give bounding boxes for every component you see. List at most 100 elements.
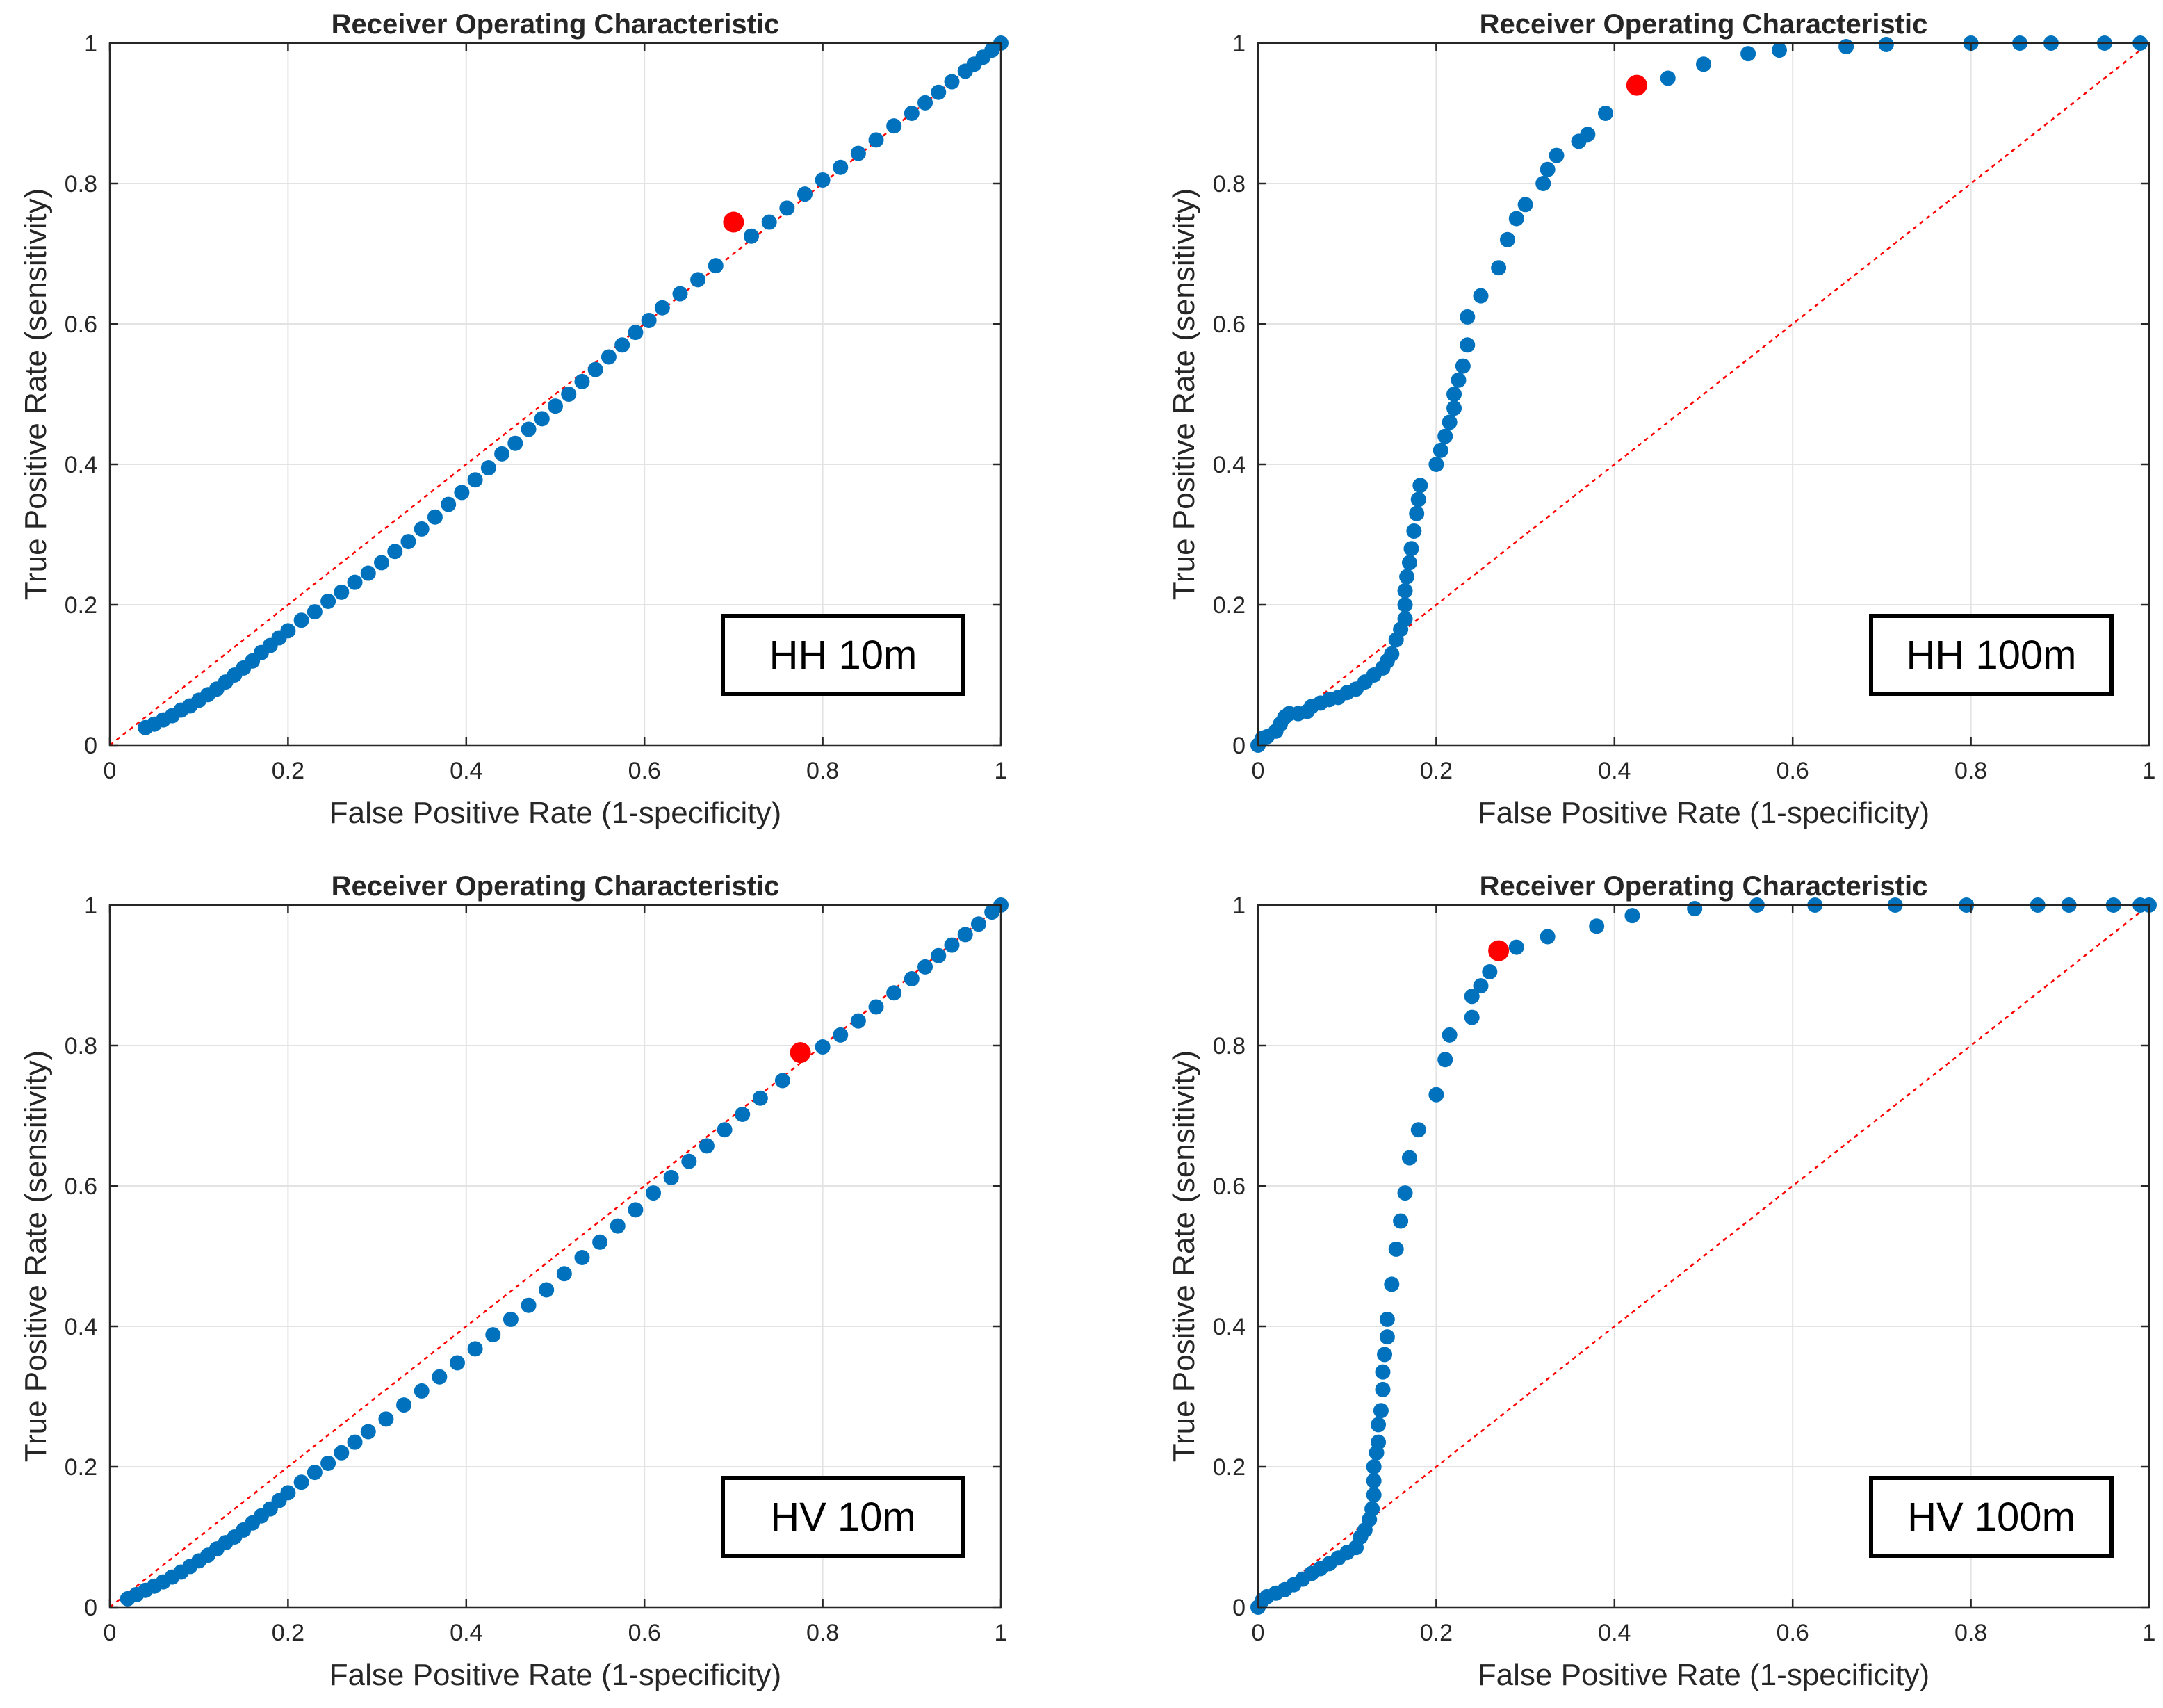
roc-point [1687, 901, 1703, 917]
roc-point [833, 1027, 849, 1043]
roc-point [1366, 1473, 1382, 1489]
x-tick-label: 1 [995, 1620, 1008, 1646]
roc-point [378, 1411, 394, 1427]
operating-point [1626, 74, 1647, 96]
roc-point [850, 1013, 866, 1029]
roc-point [1597, 106, 1613, 121]
roc-point [293, 612, 309, 628]
x-axis-label: False Positive Rate (1-specificity) [329, 796, 781, 830]
roc-point [917, 959, 933, 975]
y-tick-label: 0.6 [1213, 1173, 1246, 1200]
roc-point [1696, 56, 1711, 72]
annotation-box [721, 614, 965, 696]
roc-point [280, 623, 296, 639]
roc-point [521, 421, 537, 437]
roc-point [944, 74, 960, 90]
y-tick-label: 0.4 [65, 1314, 97, 1340]
roc-point [1364, 1501, 1380, 1517]
annotation-label: HH 10m [769, 633, 917, 678]
roc-point [293, 1474, 309, 1490]
y-tick-label: 0.8 [65, 171, 97, 197]
roc-point [1399, 569, 1415, 585]
x-tick-label: 0.8 [1954, 1620, 1987, 1646]
roc-point [1371, 1417, 1387, 1433]
chart-title: Receiver Operating Characteristic [1480, 871, 1928, 902]
roc-point [574, 1250, 590, 1266]
roc-point [503, 1311, 519, 1327]
y-tick-label: 1 [1232, 31, 1246, 57]
x-tick-label: 0.8 [1954, 758, 1987, 784]
roc-point [534, 411, 550, 427]
roc-point [1379, 1329, 1395, 1345]
x-tick-label: 0.2 [1420, 1620, 1453, 1646]
roc-point [690, 272, 706, 288]
operating-point [790, 1042, 811, 1064]
roc-point [1375, 1364, 1391, 1380]
roc-point [970, 916, 986, 932]
roc-point [400, 534, 416, 550]
roc-point [833, 159, 849, 175]
roc-point [663, 1169, 679, 1185]
roc-point [1624, 908, 1640, 924]
roc-point [610, 1218, 626, 1234]
roc-point [944, 937, 960, 953]
roc-point [1460, 337, 1476, 353]
roc-point [1508, 211, 1524, 227]
x-tick-label: 0.6 [628, 758, 661, 784]
roc-point [1442, 1027, 1458, 1043]
y-axis-label: True Positive Rate (sensitivity) [19, 188, 53, 601]
x-tick-label: 0.8 [806, 1620, 839, 1646]
roc-point [1482, 963, 1498, 979]
y-tick-label: 0 [84, 1595, 97, 1621]
x-tick-label: 0.4 [450, 758, 482, 784]
roc-point [574, 373, 590, 389]
roc-point [904, 971, 920, 987]
y-tick-label: 0.2 [65, 1454, 97, 1481]
roc-point [752, 1090, 768, 1106]
annotation-box [1869, 614, 2114, 696]
roc-point [307, 1465, 323, 1481]
roc-point [815, 1039, 831, 1055]
y-tick-label: 0 [1232, 1595, 1246, 1621]
y-tick-label: 0.8 [1213, 171, 1246, 197]
roc-point [1838, 39, 1854, 55]
roc-point [850, 145, 866, 161]
plot-frame [1257, 42, 2150, 747]
roc-point [374, 555, 390, 571]
roc-point [539, 1282, 555, 1298]
roc-point [815, 172, 831, 188]
roc-panel-hv-10m: 0 0.2 0.4 0.6 0.8 1 0 0.2 0.4 0.6 0.8 1 Receiver Ope… [19, 871, 1009, 1692]
y-tick-label: 0 [1232, 733, 1246, 759]
roc-point [360, 1424, 376, 1440]
y-tick-label: 0.6 [65, 1173, 97, 1200]
roc-point [868, 999, 884, 1015]
chance-reference-line [109, 42, 1002, 746]
roc-point [1580, 127, 1596, 143]
roc-point [1366, 1459, 1382, 1474]
roc-point [774, 1073, 790, 1089]
roc-point [432, 1369, 448, 1385]
chance-reference-line [1257, 904, 2150, 1608]
x-tick-label: 1 [2143, 758, 2156, 784]
roc-point [957, 927, 973, 943]
roc-point [917, 95, 933, 111]
x-tick-label: 0.2 [272, 1620, 304, 1646]
chart-title: Receiver Operating Characteristic [332, 871, 780, 902]
plot-frame [1257, 904, 2150, 1609]
chance-reference-line [1257, 42, 2150, 746]
roc-point [1549, 147, 1565, 163]
roc-point [646, 1185, 662, 1201]
roc-point [1412, 478, 1428, 494]
roc-point [414, 1383, 430, 1399]
y-tick-label: 0.8 [65, 1033, 97, 1059]
y-tick-label: 1 [1232, 893, 1246, 919]
roc-point [1473, 978, 1489, 994]
plot-frame [108, 904, 1002, 1609]
roc-point [1409, 505, 1425, 521]
x-tick-label: 0 [104, 758, 117, 784]
roc-point [1464, 1009, 1480, 1025]
y-tick-label: 0 [84, 733, 97, 759]
y-tick-label: 1 [84, 893, 97, 919]
roc-point [1397, 583, 1413, 599]
roc-point [779, 200, 795, 216]
